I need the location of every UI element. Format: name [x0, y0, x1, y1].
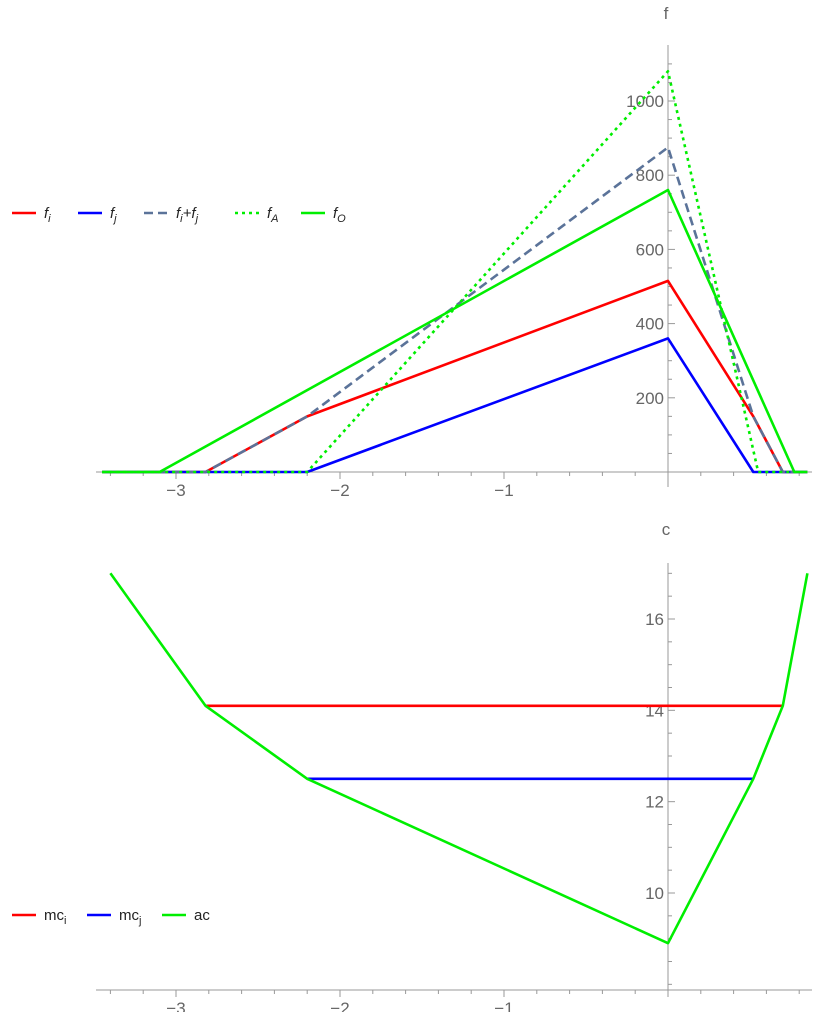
- legend-item-1: mcj: [87, 907, 141, 927]
- y-tick-label: 200: [636, 389, 664, 408]
- legend-label: mci: [44, 907, 66, 927]
- legend-label: fA: [267, 205, 279, 225]
- legend-label: fj: [110, 205, 117, 225]
- legend-item-3: fA: [235, 205, 279, 225]
- legend-item-2: ac: [162, 907, 210, 924]
- y-tick-label: 600: [636, 240, 664, 259]
- series-line-4: [102, 188, 808, 474]
- y-tick-label: 16: [645, 610, 664, 629]
- bottom-chart-c: −3 −2 −1 10 12 14 16 c mci mcj ac: [12, 520, 812, 1012]
- legend-label: fi: [44, 205, 51, 225]
- legend-label: fi+fj: [176, 205, 199, 225]
- y-tick-label: 800: [636, 166, 664, 185]
- y-tick-label: 10: [645, 884, 664, 903]
- x-tick-label: −3: [166, 481, 185, 500]
- y-tick-label: 400: [636, 315, 664, 334]
- legend-label: mcj: [119, 907, 141, 927]
- legend-label: ac: [194, 907, 210, 924]
- y-tick-label: 12: [645, 793, 664, 812]
- y-axis-title: f: [664, 4, 669, 23]
- legend-item-2: fi+fj: [144, 205, 199, 225]
- x-tick-label: −3: [166, 999, 185, 1012]
- legend-label: fO: [333, 205, 346, 225]
- legend-item-0: fi: [12, 205, 51, 225]
- legend-item-1: fj: [78, 205, 117, 225]
- series-line-2: [102, 146, 808, 474]
- series-line-3: [102, 70, 808, 474]
- x-tick-label: −2: [330, 999, 349, 1012]
- top-chart-f: −3 −2 −1 200 400 600 800 1000 f fi fj fi+fj fA fO: [12, 4, 812, 500]
- legend-item-0: mci: [12, 907, 66, 927]
- x-tick-label: −1: [494, 481, 513, 500]
- y-tick-label: 14: [645, 701, 664, 720]
- y-tick-label: 1000: [626, 92, 664, 111]
- x-tick-label: −2: [330, 481, 349, 500]
- series-line-1: [102, 337, 808, 474]
- x-tick-label: −1: [494, 999, 513, 1012]
- y-axis-title: c: [662, 520, 671, 539]
- series-line-2: [109, 572, 809, 945]
- legend-item-4: fO: [301, 205, 346, 225]
